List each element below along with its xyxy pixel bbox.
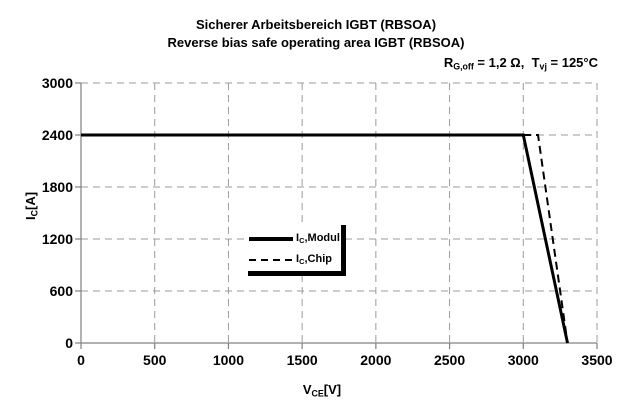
legend-label-ic-chip: IC,Chip bbox=[296, 253, 332, 266]
chart-annotation: RG,off = 1,2 Ω, Tvj = 125°C bbox=[444, 55, 598, 71]
y-tick-label-3000: 3000 bbox=[42, 75, 73, 91]
x-tick-label-1500: 1500 bbox=[287, 352, 318, 368]
x-tick-label-3000: 3000 bbox=[508, 352, 539, 368]
legend-item-ic-modul: IC,Modul bbox=[249, 228, 341, 249]
x-tick-label-2000: 2000 bbox=[360, 352, 391, 368]
legend-label-rest: ,Modul bbox=[304, 231, 340, 244]
x-axis-label-sub: CE bbox=[311, 388, 324, 399]
y-tick-label-2400: 2400 bbox=[42, 127, 73, 143]
y-axis-label-base: I bbox=[23, 216, 38, 221]
x-axis-label-unit: [V] bbox=[323, 382, 342, 397]
annotation-t-base: T bbox=[531, 55, 540, 70]
legend-label-rest: ,Chip bbox=[304, 252, 332, 265]
x-axis-label-base: V bbox=[302, 382, 312, 397]
annotation-r-base: R bbox=[443, 55, 454, 70]
legend-line-solid-sample bbox=[249, 236, 293, 241]
x-tick-label-0: 0 bbox=[77, 352, 85, 368]
series-line-ic-chip bbox=[81, 134, 569, 344]
x-axis-label: VCE[V] bbox=[272, 382, 372, 398]
annotation-r-sub: G,off bbox=[453, 61, 474, 72]
x-tick-label-1000: 1000 bbox=[213, 352, 244, 368]
chart-subtitle: Reverse bias safe operating area IGBT (R… bbox=[167, 35, 465, 50]
legend-label-base: I bbox=[296, 231, 300, 244]
legend-label-sub: C bbox=[299, 257, 305, 267]
y-tick-label-1200: 1200 bbox=[42, 231, 73, 247]
chart-title: Sicherer Arbeitsbereich IGBT (RBSOA) bbox=[195, 17, 437, 32]
annotation-mid: = 1,2 Ω, bbox=[473, 55, 532, 70]
x-tick-label-2500: 2500 bbox=[434, 352, 465, 368]
x-tick-label-500: 500 bbox=[143, 352, 167, 368]
legend-item-ic-chip: IC,Chip bbox=[249, 249, 341, 270]
y-tick-label-1800: 1800 bbox=[42, 179, 73, 195]
y-axis-label-unit: [A] bbox=[23, 191, 38, 211]
legend-label-ic-modul: IC,Modul bbox=[296, 232, 340, 245]
y-axis-label-sub: C bbox=[29, 210, 40, 217]
legend-line-dashed-sample bbox=[249, 258, 293, 261]
annotation-t-sub: vj bbox=[539, 61, 547, 72]
legend-label-base: I bbox=[296, 252, 300, 265]
y-tick-label-0: 0 bbox=[65, 335, 73, 351]
y-axis-label: IC[A] bbox=[23, 171, 39, 241]
legend-label-sub: C bbox=[299, 236, 305, 246]
legend-box: IC,Modul IC,Chip bbox=[248, 225, 346, 276]
annotation-end: = 125°C bbox=[546, 55, 598, 70]
x-tick-label-3500: 3500 bbox=[581, 352, 612, 368]
y-tick-label-600: 600 bbox=[50, 283, 74, 299]
